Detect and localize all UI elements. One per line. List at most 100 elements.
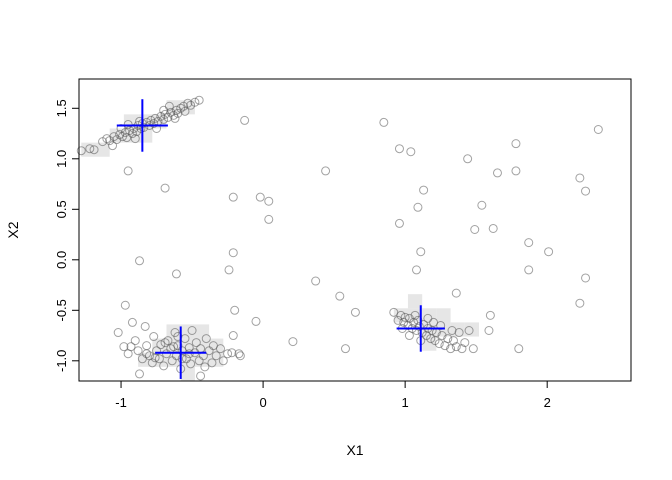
data-point (218, 356, 228, 366)
data-point (235, 351, 245, 361)
data-point (135, 369, 145, 379)
data-point (264, 196, 274, 206)
data-point (255, 192, 265, 202)
data-point (133, 346, 143, 356)
center-cross (116, 99, 168, 152)
data-point (416, 247, 426, 257)
data-point (159, 114, 169, 124)
data-point (446, 344, 456, 354)
data-point (593, 125, 603, 135)
data-point (149, 332, 159, 342)
data-point (447, 325, 457, 335)
data-point (190, 97, 200, 107)
shaded-cell (166, 324, 181, 339)
y-tick-label: -1.0 (54, 350, 69, 372)
shaded-cell (422, 336, 437, 351)
data-point (524, 265, 534, 275)
data-point (492, 168, 502, 178)
data-point (460, 338, 470, 348)
data-point (147, 358, 157, 368)
data-point (575, 173, 585, 183)
data-point (511, 139, 521, 149)
y-tick-label: -0.5 (54, 299, 69, 321)
cluster-centers (116, 99, 445, 379)
data-point (394, 144, 404, 154)
data-point (251, 316, 261, 326)
data-point (514, 344, 524, 354)
x-axis-label: X1 (346, 442, 363, 458)
y-axis: -1.0 -0.5 0.0 0.5 1.0 1.5 (54, 99, 80, 372)
data-point (451, 288, 461, 298)
data-point (224, 265, 234, 275)
data-point (169, 342, 179, 352)
x-tick-label: -1 (115, 395, 127, 410)
data-point (170, 113, 180, 123)
data-point (125, 126, 135, 136)
shaded-cell (95, 142, 110, 157)
data-point (184, 349, 194, 359)
shaded-cell (180, 366, 195, 381)
data-point (477, 200, 487, 210)
data-point (485, 310, 495, 320)
center-cross (155, 326, 207, 379)
data-point (119, 342, 129, 352)
shaded-cell (436, 308, 451, 323)
data-point (149, 118, 159, 128)
data-point (130, 336, 140, 346)
data-point (484, 325, 494, 335)
data-point (414, 321, 424, 331)
data-point (413, 202, 423, 212)
data-point (160, 109, 170, 119)
data-point (150, 353, 160, 363)
data-point (470, 224, 480, 234)
shaded-cell (194, 324, 210, 339)
data-point (404, 331, 414, 341)
data-point (173, 332, 183, 342)
data-point (184, 343, 194, 353)
data-point (156, 340, 166, 350)
data-point (419, 185, 429, 195)
data-point (156, 111, 166, 121)
data-point (230, 305, 240, 315)
data-point (311, 276, 321, 286)
data-point (581, 273, 591, 283)
data-point (448, 336, 458, 346)
data-point (187, 325, 197, 335)
data-point (240, 115, 250, 125)
x-tick-label: 0 (259, 395, 266, 410)
shaded-cell (152, 338, 167, 353)
data-point (464, 325, 474, 335)
data-point (207, 358, 217, 368)
y-axis-label: X2 (5, 221, 21, 238)
shaded-cell (180, 352, 195, 367)
data-point (400, 312, 410, 322)
y-tick-label: 0.0 (54, 251, 69, 269)
data-point (140, 321, 150, 331)
x-tick-label: 2 (544, 395, 551, 410)
data-point (288, 337, 298, 347)
data-point (544, 247, 554, 257)
data-point (511, 166, 521, 176)
data-point (394, 218, 404, 228)
data-point (130, 134, 140, 144)
data-point (112, 135, 122, 145)
data-point (524, 238, 534, 248)
data-point (171, 269, 181, 279)
shaded-cells (81, 100, 480, 381)
data-point (123, 119, 133, 129)
data-point (120, 300, 130, 310)
data-point (160, 338, 170, 348)
data-point (194, 95, 204, 105)
data-point (146, 115, 156, 125)
shaded-cell (464, 322, 480, 337)
data-point (228, 192, 238, 202)
data-point (488, 223, 498, 233)
data-point (113, 328, 123, 338)
center-cross (396, 305, 445, 352)
data-point (335, 291, 345, 301)
data-point (264, 214, 274, 224)
shaded-cell (209, 338, 224, 353)
data-point (463, 154, 473, 164)
data-point (179, 101, 189, 111)
